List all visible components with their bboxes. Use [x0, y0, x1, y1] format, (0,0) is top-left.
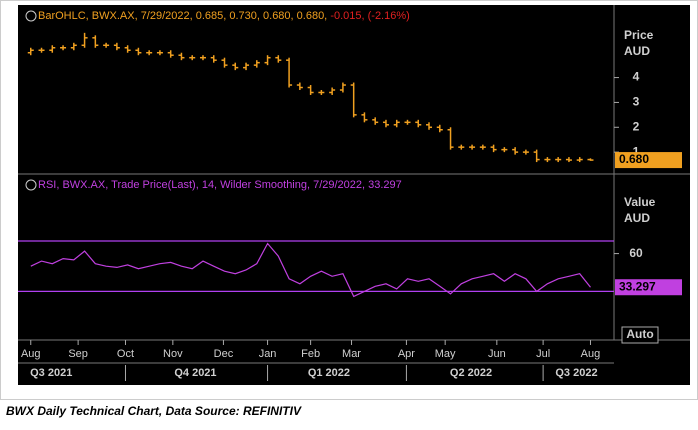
x-tick-label: Aug [21, 348, 41, 360]
x-tick-label: Jan [259, 348, 277, 360]
x-tick-label: Oct [117, 348, 134, 360]
x-tick-label: Nov [163, 348, 183, 360]
legend-main: BarOHLC, BWX.AX, 7/29/2022, 0.685, 0.730… [38, 10, 327, 22]
y-tick-label: 3 [633, 95, 640, 109]
last-value-box [615, 152, 682, 169]
x-tick-label: Jun [488, 348, 506, 360]
x-tick-label: Mar [342, 348, 361, 360]
last-value-box [615, 279, 682, 296]
chart-background [18, 5, 690, 385]
legend-text: BarOHLC, BWX.AX, 7/29/2022, 0.685, 0.730… [38, 10, 410, 22]
x-tick-label: Sep [68, 348, 88, 360]
legend-change: -0.015, (-2.16%) [330, 10, 409, 22]
y-tick-label: 2 [633, 119, 640, 133]
axis-title: AUD [624, 44, 650, 58]
x-tick-label: Apr [398, 348, 415, 360]
auto-button[interactable] [621, 326, 659, 344]
x-tick-label: Aug [581, 348, 601, 360]
quarter-label: Q2 2022 [450, 367, 492, 379]
chart: BarOHLC, BWX.AX, 7/29/2022, 0.685, 0.730… [0, 0, 698, 400]
y-tick-label: 60 [629, 246, 643, 260]
rsi-line [30, 242, 591, 298]
axis-title: Value [624, 195, 656, 209]
legend-icon [25, 179, 37, 191]
last-value-label: 33.297 [619, 279, 656, 293]
quarter-label: Q3 2021 [30, 367, 72, 379]
quarter-label: Q3 2022 [555, 367, 597, 379]
legend-icon [25, 10, 37, 22]
caption: BWX Daily Technical Chart, Data Source: … [6, 404, 301, 418]
quarter-label: Q4 2021 [174, 367, 216, 379]
y-tick-label: 1 [633, 144, 640, 158]
quarter-label: Q1 2022 [308, 367, 350, 379]
last-value-label: 0.680 [619, 152, 649, 166]
axis-title: AUD [624, 211, 650, 225]
x-tick-label: Feb [301, 348, 320, 360]
auto-button-label[interactable]: Auto [626, 327, 653, 341]
x-tick-label: May [435, 348, 456, 360]
axis-title: Price [624, 28, 654, 42]
legend-text: RSI, BWX.AX, Trade Price(Last), 14, Wild… [38, 179, 402, 191]
x-tick-label: Jul [536, 348, 550, 360]
x-tick-label: Dec [214, 348, 234, 360]
y-tick-label: 4 [633, 70, 640, 84]
